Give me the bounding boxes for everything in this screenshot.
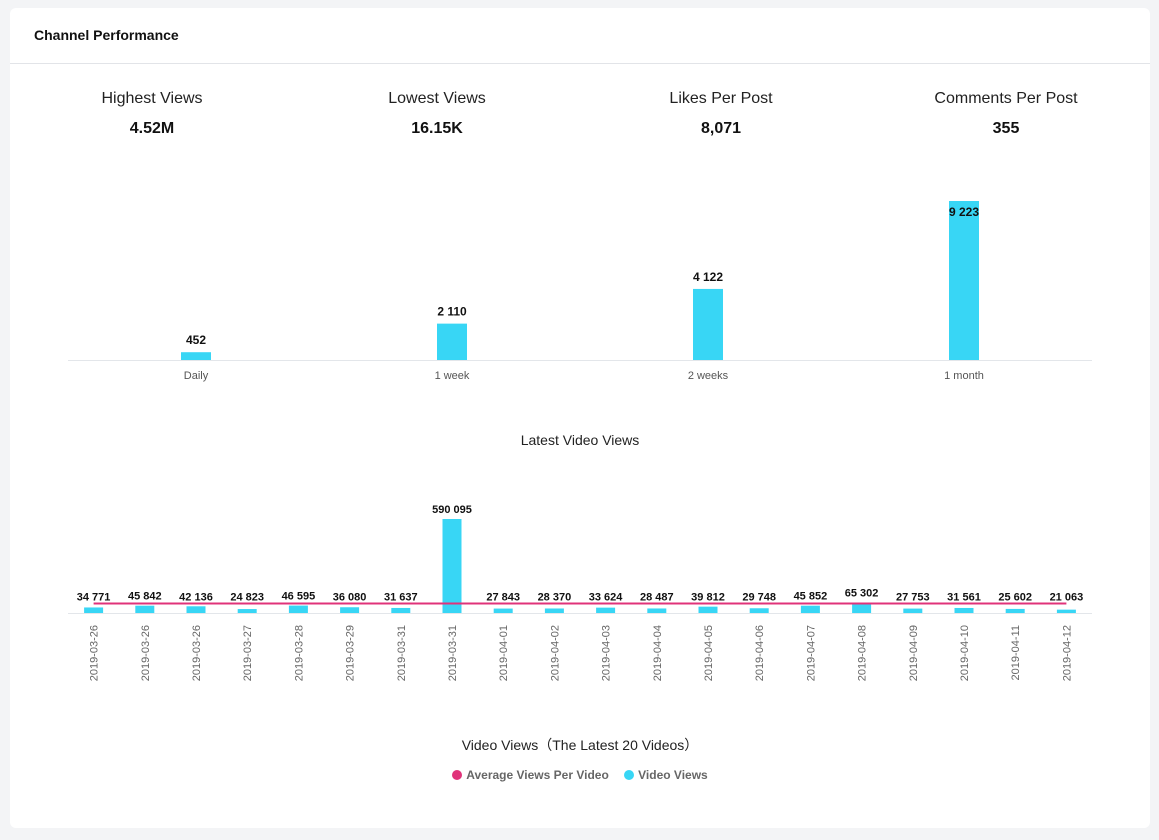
x-tick-label: 2019-04-02 bbox=[549, 625, 561, 681]
bar-data-label: 2 110 bbox=[437, 305, 467, 319]
x-tick-label: 2019-04-09 bbox=[908, 625, 920, 681]
stat-highest-views: Highest Views 4.52M bbox=[32, 90, 272, 138]
bar bbox=[237, 609, 257, 613]
x-tick-label: 2019-04-01 bbox=[498, 625, 510, 681]
bar-data-label: 33 624 bbox=[589, 592, 624, 604]
stats-row: Highest Views 4.52M Lowest Views 16.15K … bbox=[10, 90, 1150, 150]
bar bbox=[1056, 609, 1076, 613]
legend-video-views-label: Video Views bbox=[638, 768, 708, 782]
bar-data-label: 28 487 bbox=[640, 592, 674, 604]
bar bbox=[749, 608, 769, 613]
bar bbox=[647, 608, 667, 613]
card-title: Channel Performance bbox=[10, 8, 1150, 64]
bar-data-label: 4 122 bbox=[693, 270, 723, 284]
x-tick-label: 2019-03-31 bbox=[396, 625, 408, 681]
x-tick-label: 2019-04-11 bbox=[1010, 625, 1022, 680]
channel-performance-card: Channel Performance Highest Views 4.52M … bbox=[10, 8, 1150, 828]
x-tick-label: 2019-04-08 bbox=[857, 625, 869, 681]
bar bbox=[544, 608, 564, 613]
stat-value: 8,071 bbox=[700, 120, 742, 137]
legend-video-views-marker bbox=[624, 770, 635, 780]
bar bbox=[84, 607, 104, 613]
bar bbox=[340, 607, 360, 613]
stat-lowest-views: Lowest Views 16.15K bbox=[317, 90, 557, 138]
x-tick-label: 2019-04-10 bbox=[959, 625, 971, 681]
bar bbox=[1005, 608, 1025, 613]
x-tick-label: 2019-04-06 bbox=[754, 625, 766, 681]
bar bbox=[437, 323, 467, 360]
x-tick-label: 2019-03-26 bbox=[140, 625, 152, 681]
bar-data-label: 31 561 bbox=[947, 592, 981, 604]
bar-data-label: 42 136 bbox=[179, 591, 213, 603]
bar bbox=[800, 605, 820, 613]
bar-data-label: 45 852 bbox=[794, 591, 828, 603]
x-tick-label: 2019-04-07 bbox=[805, 625, 817, 681]
x-tick-label: 2019-03-28 bbox=[293, 625, 305, 681]
x-tick-label: 2019-04-05 bbox=[703, 625, 715, 681]
bar bbox=[693, 288, 723, 360]
legend-average-label: Average Views Per Video bbox=[466, 768, 609, 782]
period-views-chart: 452 Daily 2 110 1 week 4 122 2 weeks 9 223 1 mo… bbox=[68, 201, 1092, 382]
bar bbox=[135, 605, 155, 613]
stat-value: 355 bbox=[992, 120, 1020, 137]
bar-data-label: 590 095 bbox=[432, 504, 472, 516]
stat-label: Comments Per Post bbox=[934, 90, 1078, 107]
bar bbox=[186, 606, 206, 613]
x-tick-label: 2019-04-03 bbox=[601, 625, 613, 681]
x-tick-label: 2019-03-29 bbox=[345, 625, 357, 681]
stat-label: Highest Views bbox=[101, 90, 203, 107]
bar-data-label: 27 753 bbox=[896, 592, 930, 604]
bar bbox=[954, 607, 974, 613]
bar-data-label: 24 823 bbox=[230, 592, 264, 604]
bar bbox=[852, 602, 872, 613]
bar-data-label: 21 063 bbox=[1050, 592, 1084, 604]
bar-data-label: 34 771 bbox=[77, 592, 111, 604]
bar-data-label: 9 223 bbox=[949, 205, 979, 219]
bar-data-label: 45 842 bbox=[128, 591, 162, 603]
stat-value: 4.52M bbox=[129, 120, 175, 137]
bar bbox=[903, 608, 923, 613]
bar-data-label: 452 bbox=[186, 333, 206, 347]
bar bbox=[596, 607, 616, 613]
bar bbox=[493, 608, 513, 613]
x-tick-label: 1 month bbox=[944, 370, 984, 382]
x-tick-label: 2019-03-31 bbox=[447, 625, 459, 681]
x-tick-label: 1 week bbox=[435, 370, 470, 382]
x-tick-label: 2019-04-12 bbox=[1061, 625, 1073, 681]
latest-video-views-chart: Latest Video Views 34 771 2019-03-26 45 842… bbox=[68, 432, 1092, 753]
x-tick-label: 2 weeks bbox=[688, 370, 729, 382]
legend-item-average[interactable]: Average Views Per Video bbox=[452, 768, 609, 782]
bar bbox=[181, 352, 211, 360]
bar-data-label: 29 748 bbox=[742, 592, 776, 604]
legend-item-video-views[interactable]: Video Views bbox=[624, 768, 708, 782]
bar bbox=[698, 606, 718, 613]
x-tick-label: 2019-03-27 bbox=[242, 625, 254, 681]
bar bbox=[288, 605, 308, 613]
x-axis-title: Video Views（The Latest 20 Videos） bbox=[462, 737, 699, 753]
bar-data-label: 25 602 bbox=[998, 592, 1032, 604]
legend-average-marker bbox=[452, 770, 463, 780]
x-tick-label: 2019-04-04 bbox=[652, 625, 664, 681]
bar bbox=[442, 519, 462, 613]
bar-data-label: 31 637 bbox=[384, 592, 418, 604]
bar-data-label: 65 302 bbox=[845, 588, 879, 600]
bar bbox=[391, 607, 411, 613]
stat-label: Lowest Views bbox=[388, 90, 486, 107]
stat-label: Likes Per Post bbox=[669, 90, 773, 107]
x-tick-label: 2019-03-26 bbox=[191, 625, 203, 681]
bar-data-label: 46 595 bbox=[282, 591, 316, 603]
bar bbox=[949, 201, 979, 360]
stat-likes-per-post: Likes Per Post 8,071 bbox=[601, 90, 841, 138]
bar-data-label: 36 080 bbox=[333, 592, 367, 604]
chart-legend: Average Views Per Video Video Views bbox=[10, 768, 1150, 782]
bar-data-label: 39 812 bbox=[691, 592, 725, 604]
chart-title: Latest Video Views bbox=[521, 432, 640, 448]
bar-data-label: 27 843 bbox=[486, 592, 520, 604]
stat-comments-per-post: Comments Per Post 355 bbox=[886, 90, 1126, 138]
bar-data-label: 28 370 bbox=[538, 592, 572, 604]
stat-value: 16.15K bbox=[411, 120, 463, 137]
x-tick-label: Daily bbox=[184, 370, 209, 382]
x-tick-label: 2019-03-26 bbox=[89, 625, 101, 681]
